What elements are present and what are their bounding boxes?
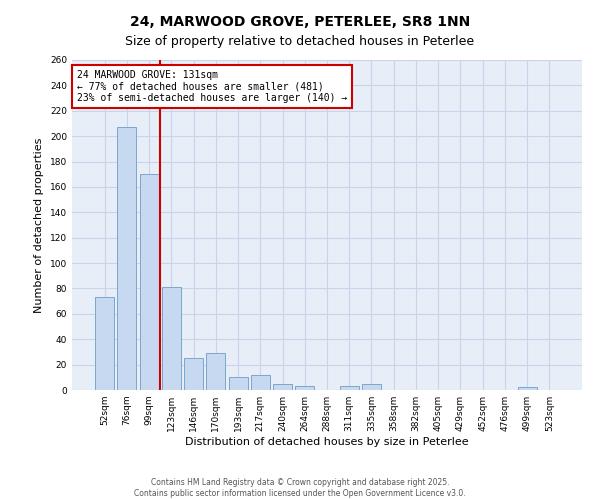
Bar <box>251 375 270 390</box>
Bar <box>229 378 248 390</box>
Bar <box>340 386 359 390</box>
Text: Size of property relative to detached houses in Peterlee: Size of property relative to detached ho… <box>125 35 475 48</box>
Y-axis label: Number of detached properties: Number of detached properties <box>34 138 44 312</box>
Bar <box>206 353 225 390</box>
Bar <box>162 287 181 390</box>
Bar <box>184 358 203 390</box>
Text: Contains HM Land Registry data © Crown copyright and database right 2025.
Contai: Contains HM Land Registry data © Crown c… <box>134 478 466 498</box>
Bar <box>118 128 136 390</box>
X-axis label: Distribution of detached houses by size in Peterlee: Distribution of detached houses by size … <box>185 437 469 447</box>
Bar <box>273 384 292 390</box>
Bar <box>140 174 158 390</box>
Text: 24, MARWOOD GROVE, PETERLEE, SR8 1NN: 24, MARWOOD GROVE, PETERLEE, SR8 1NN <box>130 15 470 29</box>
Bar <box>518 388 536 390</box>
Bar <box>295 386 314 390</box>
Bar <box>95 298 114 390</box>
Bar <box>362 384 381 390</box>
Text: 24 MARWOOD GROVE: 131sqm
← 77% of detached houses are smaller (481)
23% of semi-: 24 MARWOOD GROVE: 131sqm ← 77% of detach… <box>77 70 347 103</box>
